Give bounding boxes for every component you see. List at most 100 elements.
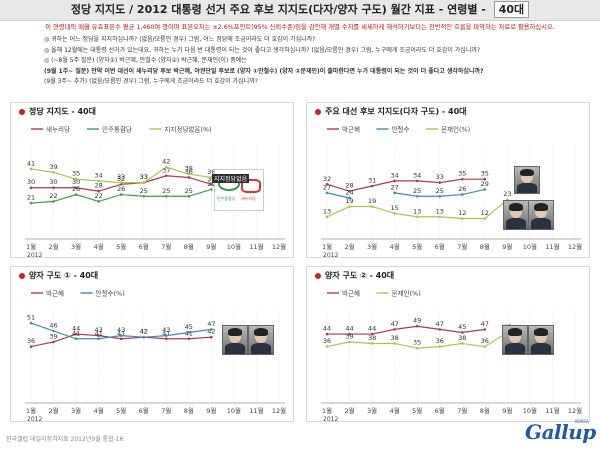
year-label: 2012 xyxy=(27,252,42,257)
data-point xyxy=(348,189,351,193)
title-bullet-icon xyxy=(315,272,321,279)
data-label: 31 xyxy=(368,177,376,185)
legend-label: 새누리당 xyxy=(46,125,70,134)
data-label: 28 xyxy=(94,182,102,190)
data-point xyxy=(29,321,33,325)
x-tick-label: 11월 xyxy=(249,242,263,251)
x-tick-label: 6월 xyxy=(435,242,445,251)
candidate-photo-park-2-icon xyxy=(248,325,274,355)
data-label: 32 xyxy=(207,175,215,183)
x-tick-label: 3월 xyxy=(71,406,81,415)
survey-question-1: ◎ 올해 12월에는 대통령 선거가 있는데요, 귀하는 누가 다음 번 대통령… xyxy=(44,46,481,54)
data-point xyxy=(393,342,396,345)
data-label: 30 xyxy=(49,178,57,186)
logo-caption-left: 민주통합당 xyxy=(217,196,236,201)
data-point xyxy=(415,194,419,198)
line-chart: 새누리당 민주통합당 지지정당없음(%)1월 2월 3월 4월 5월 6월 7월 8월 9월 10월 1… xyxy=(25,125,286,257)
data-point xyxy=(483,188,487,191)
data-label: 13 xyxy=(323,207,331,215)
data-label: 38 xyxy=(390,334,398,342)
legend-label: 문재인(%) xyxy=(441,125,470,134)
chart-title-text: 양자 구도 ② - 40대 xyxy=(325,271,395,280)
year-label: 2012 xyxy=(323,252,338,257)
x-tick-label: 3월 xyxy=(367,242,377,251)
candidate-photo-ahn-2-icon xyxy=(222,325,248,355)
data-point xyxy=(52,200,55,203)
data-label: 23 xyxy=(503,190,511,198)
data-label: 30 xyxy=(27,178,35,186)
data-point xyxy=(325,332,329,336)
data-point xyxy=(187,337,191,341)
line-chart: 박근혜 안철수 문재인(%) 1월 2월 3월 4월 5월 6월 7월 8월 9월 10월 11월 12월 2… xyxy=(321,125,582,257)
chart-title-text: 양자 구도 ① - 40대 xyxy=(29,271,99,280)
x-tick-label: 2월 xyxy=(48,406,58,415)
legend-label: 민주통합당 xyxy=(102,125,132,134)
title-bullet-icon xyxy=(315,108,321,115)
chart-title: 양자 구도 ① - 40대 xyxy=(19,270,98,281)
data-label: 36 xyxy=(481,337,489,345)
candidate-photo-moon-2-icon xyxy=(502,325,528,355)
data-label: 25 xyxy=(436,187,444,195)
legend-label: 안철수(%) xyxy=(96,289,125,298)
data-label: 35 xyxy=(72,170,80,178)
data-label: 19 xyxy=(345,197,353,205)
data-point xyxy=(97,189,100,193)
chart-panel-multi: 주요 대선 후보 지지도(다자 구도) - 40대 박근혜 안철수 문재인(%) 1월 2… xyxy=(306,102,590,258)
data-point xyxy=(460,331,464,334)
data-point xyxy=(483,328,487,331)
x-tick-label: 2월 xyxy=(344,406,354,415)
data-point xyxy=(438,215,442,219)
data-point xyxy=(460,177,464,181)
data-label: 38 xyxy=(185,165,193,173)
data-point xyxy=(325,183,329,186)
data-label: 15 xyxy=(390,204,398,212)
survey-question-4: (9월 3주~ 추가) (없음/모름인 경우) 그럼, 누구에게 조금이라도 더… xyxy=(44,78,258,86)
chart-title: 정당 지지도 - 40대 xyxy=(19,106,96,117)
x-tick-label: 6월 xyxy=(435,406,445,415)
data-label: 29 xyxy=(481,180,489,188)
data-label: 41 xyxy=(117,329,125,337)
data-label: 36 xyxy=(27,337,35,345)
data-label: 25 xyxy=(140,187,148,195)
data-point xyxy=(52,340,55,344)
x-tick-label: 8월 xyxy=(480,242,490,251)
data-label: 43 xyxy=(94,326,102,334)
data-label: 43 xyxy=(162,326,170,334)
data-label: 32 xyxy=(323,175,331,183)
gallup-logo: Gallup xyxy=(525,420,596,444)
candidate-photo-park-3-icon xyxy=(528,325,554,355)
x-tick-label: 1월 xyxy=(322,242,332,251)
data-label: 13 xyxy=(413,207,421,215)
x-tick-label: 9월 xyxy=(206,242,216,251)
data-point xyxy=(74,332,78,336)
data-label: 13 xyxy=(436,207,444,215)
data-point xyxy=(142,335,146,339)
data-label: 42 xyxy=(140,328,148,336)
data-label: 42 xyxy=(162,158,170,166)
data-point xyxy=(164,334,168,337)
x-tick-label: 12월 xyxy=(272,242,286,251)
x-tick-label: 8월 xyxy=(480,406,490,415)
survey-question-2: ◎ (~8월 5주 질문) (양자①) 박근혜, 안철수 (양자②) 박근혜, … xyxy=(44,57,247,65)
legend-label: 안철수 xyxy=(392,125,410,134)
x-tick-label: 4월 xyxy=(390,242,400,251)
data-label: 51 xyxy=(27,314,35,322)
data-point xyxy=(164,194,168,198)
data-point xyxy=(393,179,396,183)
data-label: 12 xyxy=(481,209,489,217)
x-tick-label: 12월 xyxy=(272,406,286,415)
data-label: 45 xyxy=(458,323,466,331)
gallup-korea-label: KOREA xyxy=(575,419,589,424)
age-badge: 40대 xyxy=(493,1,530,18)
data-label: 34 xyxy=(390,171,398,179)
year-label: 2012 xyxy=(27,416,42,421)
legend-label: 지지정당없음(%) xyxy=(165,125,212,134)
data-point xyxy=(29,186,33,190)
data-point xyxy=(393,212,396,215)
x-tick-label: 10월 xyxy=(227,242,241,251)
data-label: 44 xyxy=(323,325,331,333)
x-tick-label: 5월 xyxy=(412,242,422,251)
chart-title: 주요 대선 후보 지지도(다자 구도) - 40대 xyxy=(315,106,467,117)
data-point xyxy=(164,337,168,341)
survey-question-0: ◎ 귀하는 어느 정당을 지지하십니까? (없음/모름인 경우) 그럼, 어느 … xyxy=(44,36,316,43)
